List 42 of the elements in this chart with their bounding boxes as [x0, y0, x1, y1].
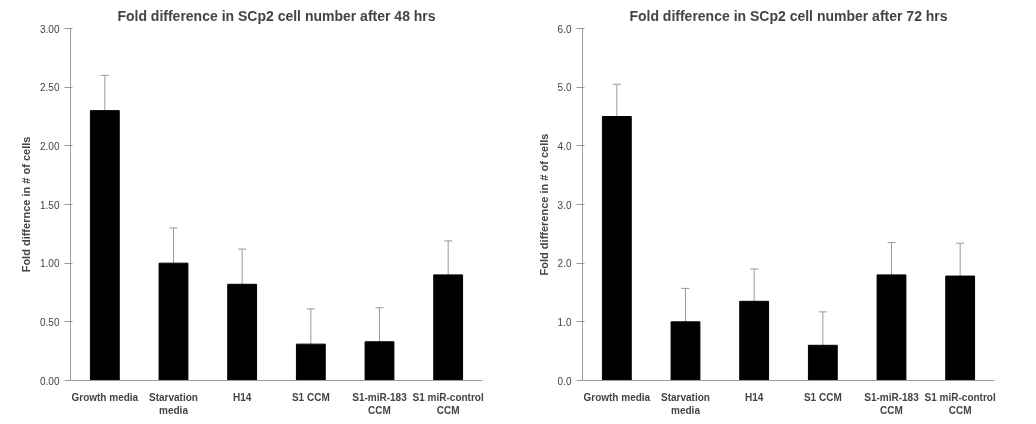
y-tick-label: 6.0	[557, 23, 572, 35]
chart-title: Fold difference in SCp2 cell number after 72 hrs	[629, 7, 948, 24]
x-tick-label: S1 miR-control CCM	[412, 391, 484, 416]
bar	[739, 300, 770, 381]
bar	[89, 110, 120, 381]
bar	[364, 341, 395, 381]
bar	[876, 274, 907, 381]
y-tick-label: 2.00	[40, 140, 60, 152]
x-tick-label: S1-miR-183 CCM	[864, 391, 920, 416]
y-tick-label: 3.00	[40, 23, 60, 35]
y-tick-label: 2.0	[557, 258, 572, 270]
bar	[601, 116, 632, 381]
y-tick-label: 1.50	[40, 199, 60, 211]
bar	[227, 283, 258, 381]
y-tick-label: 2.50	[40, 82, 60, 94]
x-tick-label: Starvation media	[149, 391, 198, 416]
y-tick-label: 1.00	[40, 258, 60, 270]
x-tick-label: H14	[232, 391, 252, 403]
bar	[807, 344, 838, 381]
y-axis-title: Fold difference in # of cells	[537, 133, 550, 276]
x-tick-label: H14	[744, 391, 764, 403]
y-tick-label: 3.0	[557, 199, 572, 211]
x-tick-label: S1-miR-183 CCM	[352, 391, 408, 416]
y-axis-title: Fold differnce in # of cells	[20, 136, 33, 273]
y-tick-label: 4.0	[557, 140, 572, 152]
x-tick-label: S1 CCM	[803, 391, 842, 403]
x-tick-label: S1 CCM	[291, 391, 330, 403]
y-tick-label: 5.0	[557, 82, 572, 94]
bar	[945, 275, 976, 381]
chart-title: Fold difference in SCp2 cell number after 48 hrs	[117, 7, 436, 24]
y-tick-label: 0.50	[40, 316, 60, 328]
bar	[433, 274, 464, 381]
x-tick-label: Growth media	[71, 391, 139, 403]
x-tick-label: Growth media	[583, 391, 651, 403]
bar	[295, 343, 326, 381]
x-tick-label: Starvation media	[661, 391, 710, 416]
bar	[158, 262, 189, 381]
bar	[670, 321, 701, 381]
y-tick-label: 0.00	[40, 375, 60, 387]
x-tick-label: S1 miR-control CCM	[924, 391, 996, 416]
y-tick-label: 0.0	[557, 375, 572, 387]
y-tick-label: 1.0	[557, 316, 572, 328]
